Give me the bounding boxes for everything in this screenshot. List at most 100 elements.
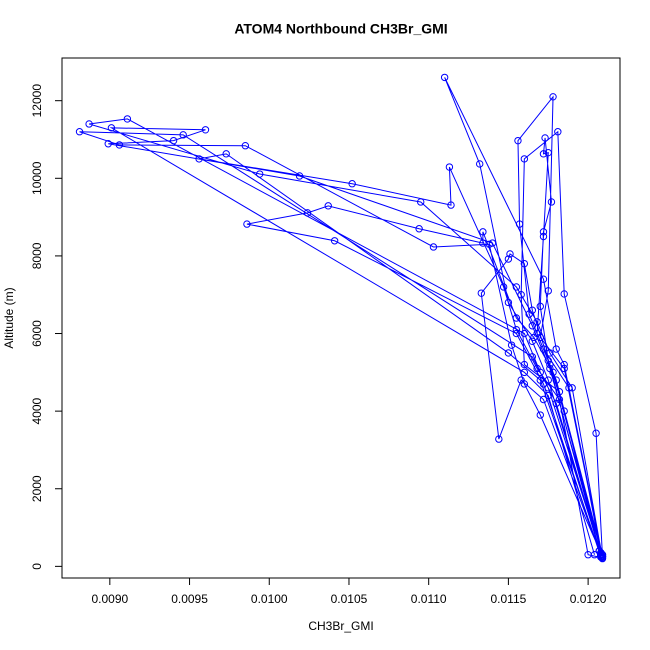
data-point (560, 364, 568, 373)
data-point (546, 349, 554, 357)
data-point (417, 198, 425, 206)
y-tick-label: 10000 (30, 161, 44, 195)
x-tick-label: 0.0100 (251, 592, 288, 606)
data-point (512, 314, 521, 322)
data-point (520, 368, 529, 377)
data-point (330, 237, 339, 245)
x-tick-label: 0.0115 (490, 592, 526, 606)
chart-title: ATOM4 Northbound CH3Br_GMI (234, 21, 447, 37)
data-point (552, 345, 560, 353)
data-point (546, 360, 554, 369)
data-point (504, 349, 513, 357)
data-point (539, 380, 548, 388)
data-point (528, 337, 537, 345)
data-point (590, 551, 599, 559)
x-tick-label: 0.0105 (331, 592, 368, 606)
data-point (479, 239, 487, 247)
data-point (512, 283, 521, 291)
plot-box (61, 57, 621, 579)
data-point (568, 384, 576, 392)
data-point (507, 341, 516, 349)
y-tick-label: 6000 (30, 320, 44, 347)
data-point (533, 364, 541, 373)
data-point (539, 275, 548, 283)
data-point (447, 201, 455, 209)
data-point (440, 73, 449, 82)
data-point (544, 376, 552, 384)
y-tick-label: 8000 (30, 242, 44, 269)
data-point (243, 220, 251, 228)
x-tick-label: 0.0110 (411, 592, 447, 606)
data-line (79, 77, 604, 559)
data-point (255, 170, 264, 178)
x-tick-label: 0.0120 (570, 592, 607, 606)
data-point (544, 287, 552, 295)
data-point (597, 549, 605, 557)
data-point (85, 120, 93, 128)
data-point (560, 360, 568, 369)
data-point (520, 329, 529, 338)
data-point (544, 384, 552, 392)
data-point (547, 198, 556, 206)
y-tick-label: 2000 (30, 475, 44, 502)
data-point (528, 322, 537, 330)
x-tick-label: 0.0090 (91, 592, 128, 606)
data-point (541, 134, 549, 142)
x-tick-label: 0.0095 (171, 592, 208, 606)
data-point (241, 142, 250, 150)
data-point (107, 124, 116, 132)
data-point (115, 141, 124, 149)
data-point (303, 209, 312, 217)
data-point (201, 126, 210, 134)
data-point (544, 148, 552, 157)
data-point (539, 228, 548, 236)
data-point (555, 388, 564, 396)
data-point (514, 136, 522, 145)
data-point (123, 115, 132, 123)
data-point (598, 552, 607, 560)
data-point (533, 318, 541, 326)
y-tick-label: 4000 (30, 397, 44, 424)
data-point (479, 228, 487, 236)
data-point (539, 395, 548, 404)
data-point (555, 395, 564, 404)
data-point (75, 128, 84, 136)
y-tick-label: 12000 (30, 84, 44, 118)
data-point (554, 128, 562, 136)
data-point (515, 220, 524, 228)
data-point (476, 160, 484, 168)
data-point (530, 333, 538, 342)
data-point (324, 202, 332, 210)
data-point (512, 329, 521, 338)
data-point (348, 180, 356, 188)
data-point (477, 289, 485, 297)
data-point (504, 298, 513, 307)
data-point (415, 225, 423, 233)
data-point (592, 429, 600, 437)
data-point (565, 384, 573, 392)
data-point (520, 155, 529, 163)
y-tick-label: 0 (30, 563, 44, 570)
data-point (552, 376, 560, 384)
data-point (539, 150, 548, 158)
data-point (546, 364, 554, 373)
data-point (520, 259, 529, 268)
data-point (512, 325, 521, 334)
data-point (504, 255, 513, 263)
data-point (517, 376, 525, 384)
data-point (495, 435, 503, 443)
data-point (104, 140, 112, 148)
data-point (560, 407, 568, 415)
data-point (544, 391, 552, 400)
data-point (549, 93, 557, 101)
data-point (536, 302, 544, 311)
data-point (536, 411, 544, 419)
data-point (528, 353, 537, 361)
data-point (539, 345, 548, 353)
data-point (169, 136, 178, 145)
data-point (560, 290, 568, 298)
data-point (295, 172, 304, 180)
data-point (528, 306, 537, 314)
